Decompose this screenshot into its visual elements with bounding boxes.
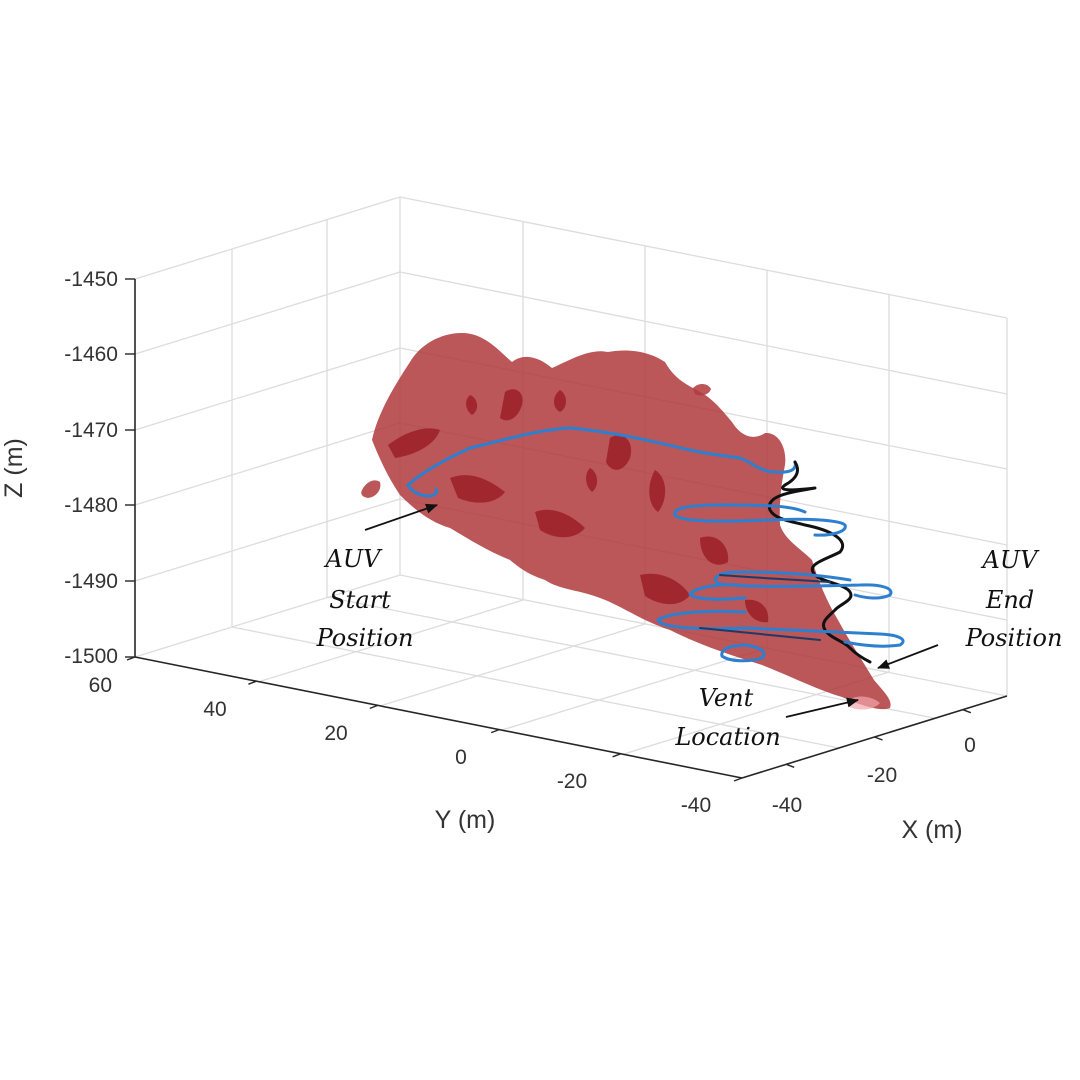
plume-shadow [450,475,505,503]
tick-mark [490,728,500,734]
x-axis-label: X (m) [901,816,962,844]
z-tick-label: -1460 [64,343,118,366]
plume-shadow [535,509,585,538]
annotation-arrow [364,503,438,531]
annotation-arrow [877,644,939,669]
x-tick-label: 0 [964,734,976,757]
trajectory-loop [656,609,905,648]
annotation-end: AUV End Position [877,546,1063,669]
plume-shadow [649,470,666,512]
x-tick-label: -40 [772,794,802,817]
annotation-arrow [785,697,859,718]
trajectory-loop [688,583,747,601]
z-tick-label: -1500 [64,645,118,668]
z-axis-label: Z (m) [0,438,28,498]
auv-trajectory [406,426,905,664]
z-tick-label: -1470 [64,419,118,442]
trajectory-transit [406,426,797,487]
tick-marks [125,278,972,782]
tick-mark [785,763,795,768]
z-tick-labels: -1450 -1460 -1470 -1480 -1490 -1500 [64,268,118,668]
trajectory-start-hook [406,483,439,498]
plume-shadow [606,435,632,470]
z-tick-label: -1490 [64,570,118,593]
tick-mark [612,753,621,758]
z-tick-label: -1450 [64,268,118,291]
y-tick-label: 40 [203,698,226,721]
x-tick-labels: -40 -20 0 [772,734,976,817]
annotation-line: Location [674,723,780,751]
y-tick-label: -40 [681,794,711,817]
annotation-line: End [985,586,1034,614]
y-tick-label: 0 [455,746,467,769]
plume-body [372,333,891,710]
plume-shadow [700,536,729,565]
tick-mark [126,656,136,661]
annotation-vent: Vent Location [674,684,859,751]
tick-mark [248,680,257,685]
annotation-line: AUV [324,545,384,573]
annotation-line: Position [965,624,1063,652]
trajectory-loop [673,503,847,537]
annotation-line: Start [329,586,391,614]
plume-surface [361,333,891,710]
plume-shadow [500,389,523,421]
plume-shadow [554,390,566,412]
plume-fragment [361,480,381,498]
trajectory-loop [720,643,766,663]
z-tick-label: -1480 [64,494,118,517]
plume-fragment [693,383,711,396]
y-tick-label: 20 [324,722,347,745]
y-tick-label: 60 [89,674,112,697]
tick-mark [733,777,743,782]
annotation-start: AUV Start Position [316,503,438,652]
plume-shadow [640,573,690,605]
y-axis-label: Y (m) [435,806,496,834]
plume-shadow [388,428,440,458]
annotation-line: Vent [699,684,754,712]
annotation-line: AUV [981,546,1041,574]
tick-mark [874,736,883,741]
trajectory-dark-segment [699,574,831,641]
annotation-line: Position [316,624,414,652]
tick-mark [962,709,972,714]
tick-mark [369,704,379,710]
trajectory-loop [713,570,893,600]
plume-shadow [466,395,478,415]
y-tick-label: -20 [557,770,587,793]
y-tick-labels: 60 40 20 0 -20 -40 [89,674,712,817]
plume-shadow [586,468,598,492]
plume-shadow [745,599,769,623]
x-tick-label: -20 [867,764,897,787]
